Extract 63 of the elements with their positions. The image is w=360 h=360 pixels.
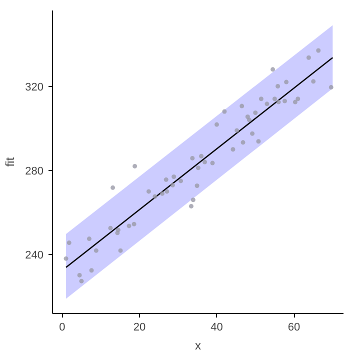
point [234,128,240,133]
point [199,154,204,158]
point [164,189,170,194]
point [172,174,176,179]
point [118,248,123,253]
point [296,96,300,102]
point [240,104,244,108]
point [110,185,116,190]
point [276,100,281,104]
point [126,224,132,228]
point [272,96,277,102]
point [79,278,84,284]
x-tick-label: 60 [288,322,300,334]
point [66,240,72,246]
point [94,248,98,253]
point [264,102,270,106]
point [188,204,194,208]
point [115,230,120,236]
point [328,85,334,90]
point [306,55,311,60]
point [132,164,138,168]
x-tick-label: 0 [59,322,66,334]
point [86,236,92,242]
point [230,147,236,152]
point [246,118,252,122]
x-tick-label: 20 [133,322,146,334]
point [190,156,195,160]
point [194,184,200,188]
point [250,131,255,136]
x-axis-title: x [195,338,201,352]
point [292,100,298,104]
point [214,122,219,127]
point [316,48,321,53]
point [258,96,264,102]
y-tick-label: 240 [25,250,44,262]
y-axis-title: fit [3,156,18,167]
point [170,182,175,188]
point [240,140,246,145]
point [282,98,288,104]
point [190,198,196,202]
point [270,67,276,72]
point [284,80,289,84]
point [253,110,258,116]
point [77,272,82,278]
point [202,160,208,164]
point [178,178,184,184]
point [108,226,113,230]
point [146,189,151,194]
point [164,177,168,182]
point [256,139,261,144]
point [152,194,158,199]
point [196,166,200,170]
point [160,191,165,196]
y-tick-label: 320 [25,81,44,94]
point [210,160,215,166]
point [276,84,280,88]
x-tick-label: 40 [210,322,223,334]
point [64,256,68,261]
point [311,79,316,84]
y-tick-label: 280 [25,165,44,178]
point [222,109,227,114]
point [132,222,136,226]
point [89,268,94,273]
